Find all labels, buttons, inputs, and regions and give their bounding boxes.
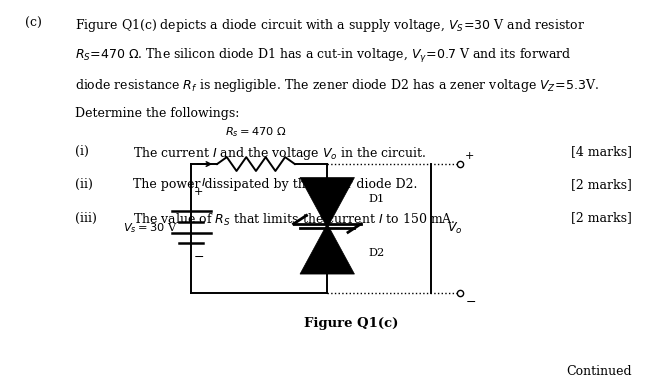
Text: −: − [194, 251, 204, 264]
Text: $I$: $I$ [201, 176, 206, 188]
Text: $R_s = 470\;\Omega$: $R_s = 470\;\Omega$ [226, 125, 286, 139]
Text: Figure Q1(c): Figure Q1(c) [305, 317, 399, 330]
Text: $V_s = 30$ V: $V_s = 30$ V [123, 222, 178, 235]
Text: The power dissipated by the zener diode D2.: The power dissipated by the zener diode … [133, 178, 417, 191]
Text: (ii): (ii) [75, 178, 93, 191]
Text: −: − [465, 296, 476, 310]
Text: $R_S\!=\!470\;\Omega$. The silicon diode D1 has a cut-in voltage, $V_\gamma\!=\!: $R_S\!=\!470\;\Omega$. The silicon diode… [75, 47, 571, 65]
Text: [2 marks]: [2 marks] [571, 178, 632, 191]
Text: [2 marks]: [2 marks] [571, 212, 632, 225]
Text: (i): (i) [75, 145, 88, 158]
Text: +: + [465, 151, 474, 161]
Text: Continued: Continued [566, 365, 632, 378]
Text: The current $I$ and the voltage $V_o$ in the circuit.: The current $I$ and the voltage $V_o$ in… [133, 145, 426, 162]
Text: +: + [194, 187, 203, 197]
Text: $V_o$: $V_o$ [447, 221, 463, 236]
Text: diode resistance $R_f$ is negligible. The zener diode D2 has a zener voltage $V_: diode resistance $R_f$ is negligible. Th… [75, 77, 599, 94]
Text: D1: D1 [369, 194, 385, 204]
Polygon shape [300, 224, 354, 274]
Polygon shape [300, 178, 354, 228]
Text: Determine the followings:: Determine the followings: [75, 107, 239, 120]
Text: [4 marks]: [4 marks] [571, 145, 632, 158]
Text: (c): (c) [25, 17, 41, 30]
Text: The value of $R_S$ that limits the current $I$ to 150 mA.: The value of $R_S$ that limits the curre… [133, 212, 456, 228]
Text: D2: D2 [369, 248, 385, 258]
Text: (iii): (iii) [75, 212, 97, 225]
Text: Figure Q1(c) depicts a diode circuit with a supply voltage, $V_S\!=\!30$ V and r: Figure Q1(c) depicts a diode circuit wit… [75, 17, 584, 34]
